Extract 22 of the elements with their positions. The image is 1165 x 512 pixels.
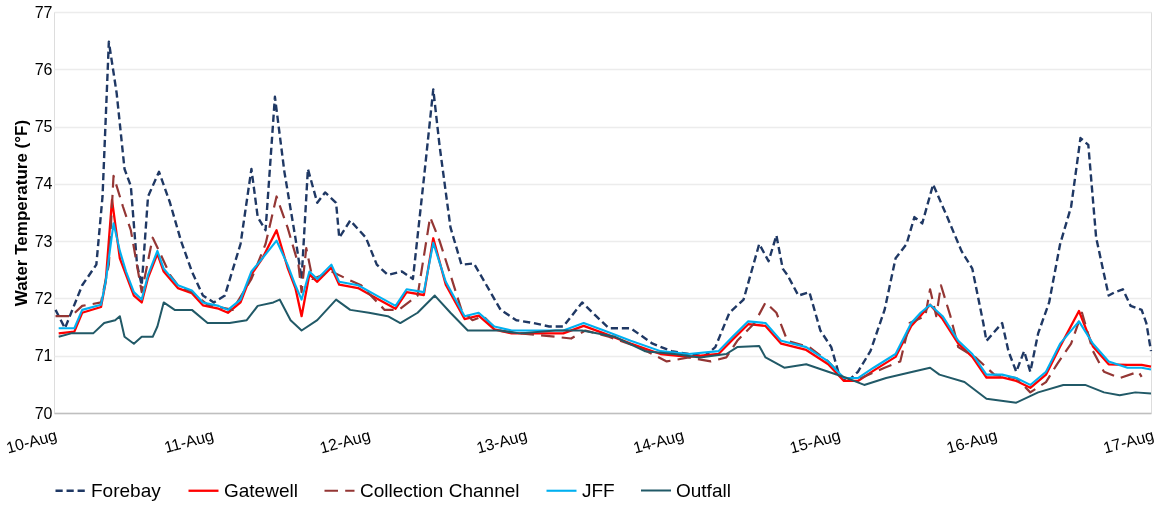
x-tick-label: 11-Aug bbox=[162, 426, 216, 456]
x-tick-label: 14-Aug bbox=[631, 426, 686, 457]
y-tick-label: 77 bbox=[34, 3, 53, 21]
y-tick-label: 72 bbox=[34, 289, 53, 307]
y-tick-label: 70 bbox=[34, 404, 53, 422]
y-axis-title: Water Temperature (°F) bbox=[11, 119, 31, 307]
y-tick-label: 74 bbox=[34, 175, 53, 193]
x-tick-label: 17-Aug bbox=[1101, 426, 1156, 457]
legend-label: Collection Channel bbox=[360, 479, 520, 501]
legend-label: Outfall bbox=[676, 479, 731, 501]
y-tick-label: 73 bbox=[34, 232, 53, 250]
x-tick-label: 16-Aug bbox=[944, 426, 999, 457]
x-tick-label: 12-Aug bbox=[317, 426, 373, 457]
legend-label: Gatewell bbox=[224, 479, 298, 501]
x-tick-label: 15-Aug bbox=[787, 426, 843, 457]
y-tick-label: 71 bbox=[34, 347, 53, 365]
legend-label: Forebay bbox=[91, 479, 162, 501]
legend-label: JFF bbox=[582, 479, 615, 501]
y-tick-label: 76 bbox=[34, 60, 53, 78]
y-tick-label: 75 bbox=[34, 118, 53, 136]
x-tick-label: 10-Aug bbox=[4, 426, 59, 457]
x-tick-label: 13-Aug bbox=[474, 426, 529, 457]
